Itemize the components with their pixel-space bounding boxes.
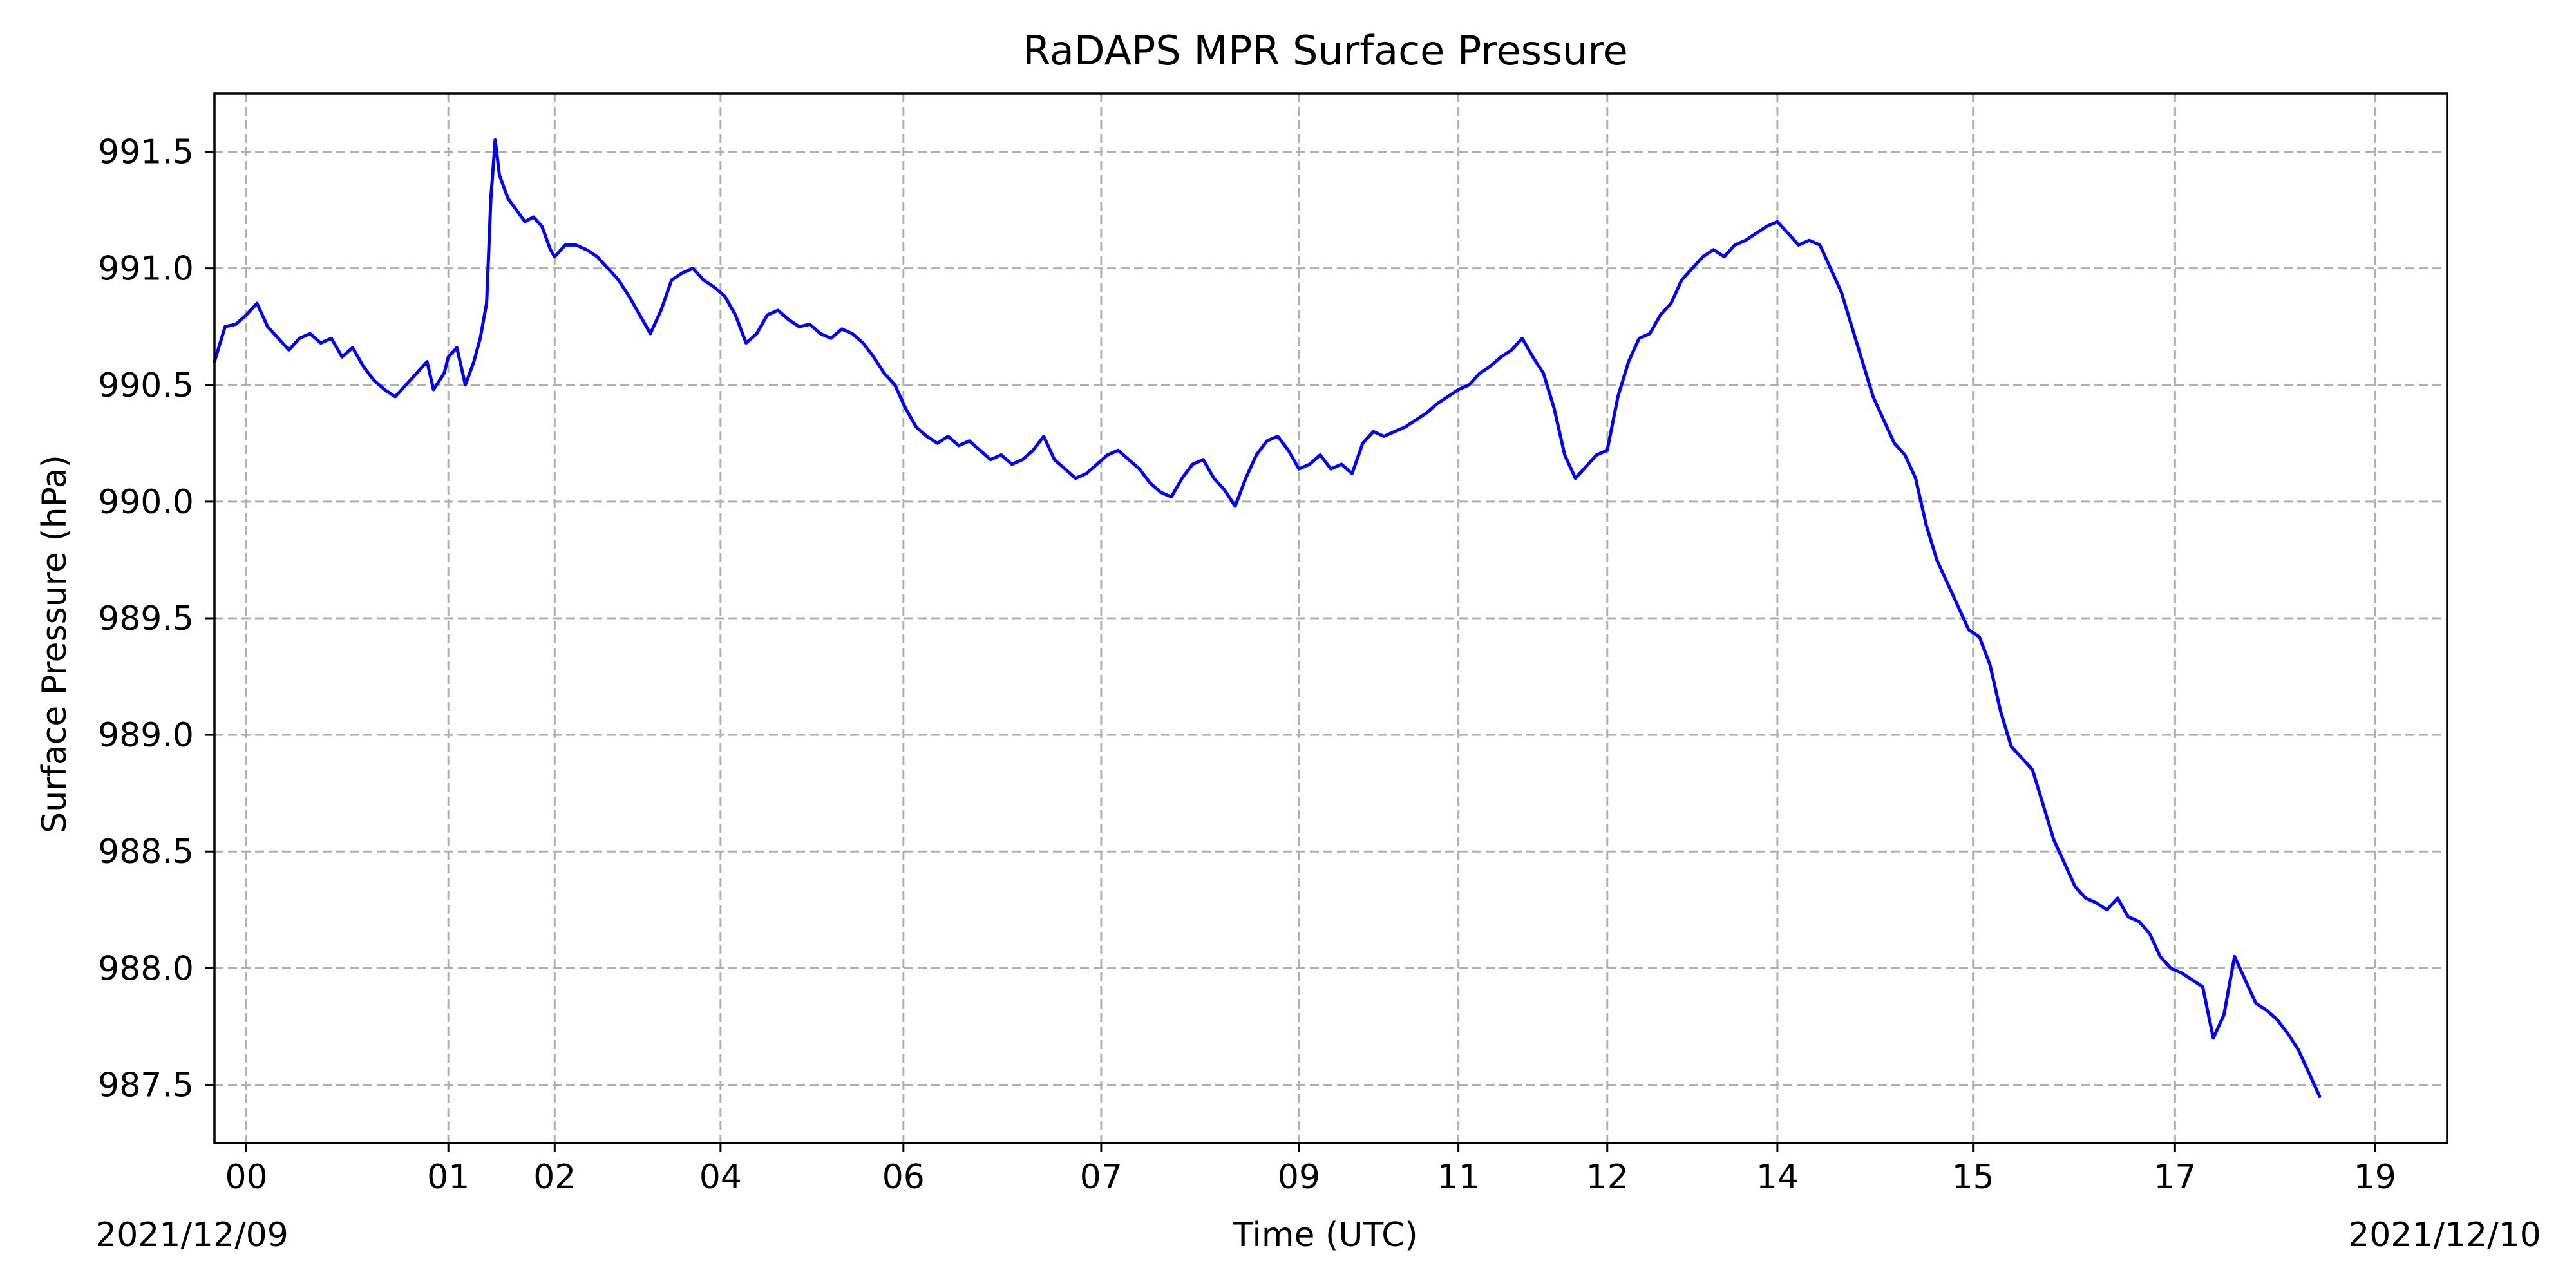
x-tick-label: 04 <box>699 1158 742 1197</box>
y-tick-label: 988.0 <box>98 949 194 988</box>
x-tick-label: 12 <box>1586 1158 1629 1197</box>
pressure-line <box>213 138 2322 1099</box>
y-tick-label: 987.5 <box>98 1066 194 1104</box>
x-tick-label: 02 <box>533 1158 576 1197</box>
y-tick-label: 989.0 <box>98 716 194 755</box>
end-date-label: 2021/12/10 <box>2348 1216 2541 1255</box>
chart-title: RaDAPS MPR Surface Pressure <box>1023 27 1628 74</box>
x-tick-label: 17 <box>2154 1158 2196 1197</box>
y-tick-label: 988.5 <box>98 833 194 871</box>
x-tick-label: 11 <box>1437 1158 1480 1197</box>
y-axis-label: Surface Pressure (hPa) <box>35 455 74 833</box>
y-tick-label: 991.5 <box>98 133 194 172</box>
x-axis-label: Time (UTC) <box>1232 1216 1417 1255</box>
x-tick-label: 00 <box>225 1158 267 1197</box>
y-tick-label: 990.5 <box>98 366 194 405</box>
start-date-label: 2021/12/09 <box>95 1216 289 1255</box>
x-tick-label: 07 <box>1080 1158 1122 1197</box>
x-tick-label: 15 <box>1952 1158 1994 1197</box>
x-tick-label: 06 <box>882 1158 925 1197</box>
ticks: 987.5 988.0 988.5 989.0 989.5 990.0 990.5 991.0… <box>98 133 2396 1197</box>
x-tick-label: 19 <box>2354 1158 2396 1197</box>
y-tick-label: 990.0 <box>98 483 194 522</box>
x-tick-label: 01 <box>427 1158 469 1197</box>
grid <box>214 93 2447 1143</box>
x-tick-label: 14 <box>1756 1158 1799 1197</box>
y-tick-label: 989.5 <box>98 600 194 638</box>
x-tick-label: 09 <box>1278 1158 1320 1197</box>
y-tick-label: 991.0 <box>98 250 194 289</box>
plot-lines <box>213 138 2322 1099</box>
